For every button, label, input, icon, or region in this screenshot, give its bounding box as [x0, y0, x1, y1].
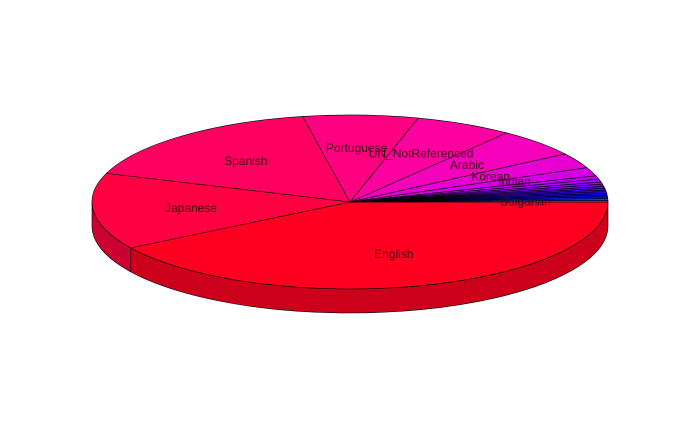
pie-label-english: English — [374, 247, 413, 261]
pie-label-japanese: Japanese — [165, 201, 217, 215]
pie-label-spanish: Spanish — [224, 154, 267, 168]
pie-label-bulgarian: Bulgarian — [500, 194, 551, 208]
pie-label-indian: Indian — [498, 174, 531, 188]
